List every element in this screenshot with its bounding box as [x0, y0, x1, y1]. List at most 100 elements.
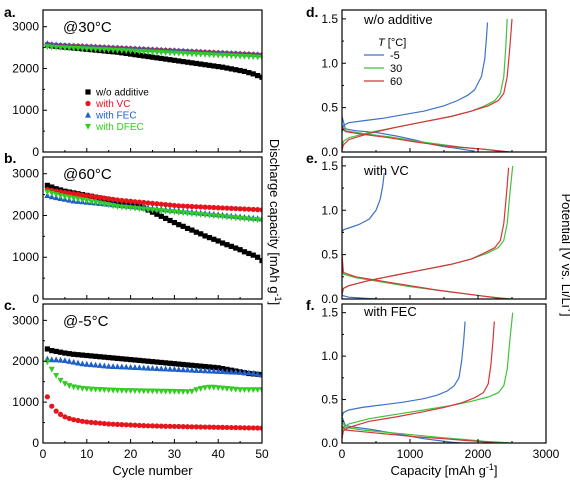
point-a-3-8 [79, 46, 86, 53]
point-c-2-43 [232, 368, 239, 375]
point-c-3-20 [131, 388, 138, 395]
x-tick-label-c-3: 30 [168, 447, 182, 461]
point-c-0-17 [119, 356, 125, 362]
point-c-0-13 [101, 354, 107, 360]
point-b-3-46 [245, 216, 252, 223]
series-line-f-30-discharge [342, 421, 511, 443]
point-b-1-21 [136, 199, 142, 205]
y-tick-label-a-2: 2000 [12, 61, 39, 75]
point-b-0-47 [250, 252, 256, 258]
point-b-0-49 [259, 257, 262, 264]
point-c-0-33 [189, 362, 195, 368]
point-a-0-24 [149, 54, 156, 60]
point-c-3-5 [66, 383, 73, 389]
point-c-0-12 [97, 354, 103, 360]
point-c-0-1 [49, 348, 55, 354]
series-line-d-60-charge [342, 18, 513, 151]
point-a-3-9 [83, 46, 90, 53]
legend-title-unit: [°C] [385, 37, 407, 49]
panel-label-f: f. [306, 297, 315, 313]
point-a-3-28 [167, 50, 174, 57]
point-c-1-41 [224, 424, 230, 431]
point-c-3-34 [193, 387, 200, 394]
point-c-3-6 [70, 384, 77, 391]
point-b-1-17 [119, 197, 125, 204]
x-tick-label-f-0: 0 [339, 447, 346, 461]
point-c-2-6 [70, 358, 77, 365]
point-c-2-38 [210, 367, 217, 374]
point-a-3-18 [123, 48, 130, 55]
point-c-2-27 [162, 365, 169, 372]
point-b-1-23 [145, 200, 151, 206]
point-c-0-4 [62, 350, 68, 356]
y-tick-label-b-2: 2000 [12, 208, 39, 222]
point-b-0-27 [163, 215, 169, 221]
point-b-1-28 [167, 202, 173, 208]
point-b-3-22 [140, 206, 147, 213]
point-c-0-28 [167, 360, 173, 366]
point-c-3-46 [245, 387, 252, 394]
point-a-3-46 [245, 54, 252, 60]
legend-title-d: T [°C] [378, 37, 406, 49]
point-a-3-11 [92, 46, 99, 53]
legend-label-a-3: with DFEC [95, 122, 144, 133]
point-c-1-36 [202, 424, 208, 430]
point-b-1-24 [149, 200, 156, 206]
point-b-1-49 [259, 207, 262, 213]
point-b-0-46 [246, 250, 252, 257]
point-a-0-33 [189, 60, 195, 66]
point-b-3-18 [123, 204, 130, 211]
point-c-1-23 [145, 423, 151, 429]
point-c-1-29 [171, 423, 177, 430]
point-c-3-33 [188, 388, 195, 395]
y-tick-label-d-0: 0.0 [321, 145, 338, 159]
point-c-2-5 [66, 358, 73, 364]
panel-annotation-e: with VC [363, 163, 409, 178]
x-axis-label-sup-f: -1 [486, 462, 494, 472]
point-b-1-41 [224, 205, 230, 211]
point-a-3-37 [206, 52, 213, 59]
plot-area-d [342, 18, 513, 152]
point-a-0-22 [141, 53, 147, 59]
point-a-0-35 [198, 61, 204, 67]
point-c-0-9 [84, 352, 90, 359]
point-c-2-37 [206, 367, 213, 374]
point-b-0-40 [219, 240, 226, 246]
point-b-1-40 [219, 205, 226, 211]
y-tick-label-d-3: 1.5 [321, 12, 338, 26]
point-c-3-21 [136, 388, 143, 395]
y-tick-label-d-2: 1.0 [321, 56, 338, 70]
point-c-3-39 [215, 385, 222, 392]
point-b-1-22 [141, 199, 147, 206]
point-b-1-31 [180, 203, 186, 209]
x-axis-label-c: Cycle number [112, 463, 193, 478]
point-a-0-20 [132, 52, 138, 58]
point-b-3-14 [105, 202, 112, 209]
point-b-0-38 [211, 236, 217, 242]
point-b-1-36 [202, 204, 208, 210]
point-a-3-23 [145, 49, 152, 56]
point-a-0-47 [250, 71, 256, 77]
point-b-3-45 [241, 216, 248, 223]
point-c-1-46 [246, 425, 252, 431]
point-c-0-31 [180, 361, 186, 368]
point-c-1-37 [206, 424, 213, 430]
point-b-1-9 [84, 193, 90, 199]
point-c-1-14 [106, 421, 112, 427]
plot-area-e [342, 165, 514, 299]
y-tick-label-e-0: 0.0 [321, 292, 338, 306]
y-tick-label-c-1: 1000 [12, 395, 39, 409]
point-a-0-45 [241, 68, 248, 74]
point-a-0-23 [145, 53, 151, 60]
point-c-1-28 [167, 423, 173, 429]
point-b-3-48 [254, 217, 261, 224]
point-a-3-3 [57, 45, 64, 51]
point-c-2-10 [88, 361, 95, 368]
point-c-1-49 [259, 425, 262, 431]
point-a-3-30 [175, 50, 182, 57]
point-c-2-47 [250, 369, 257, 376]
y-tick-label-c-2: 2000 [12, 354, 39, 368]
point-a-3-44 [237, 53, 244, 60]
